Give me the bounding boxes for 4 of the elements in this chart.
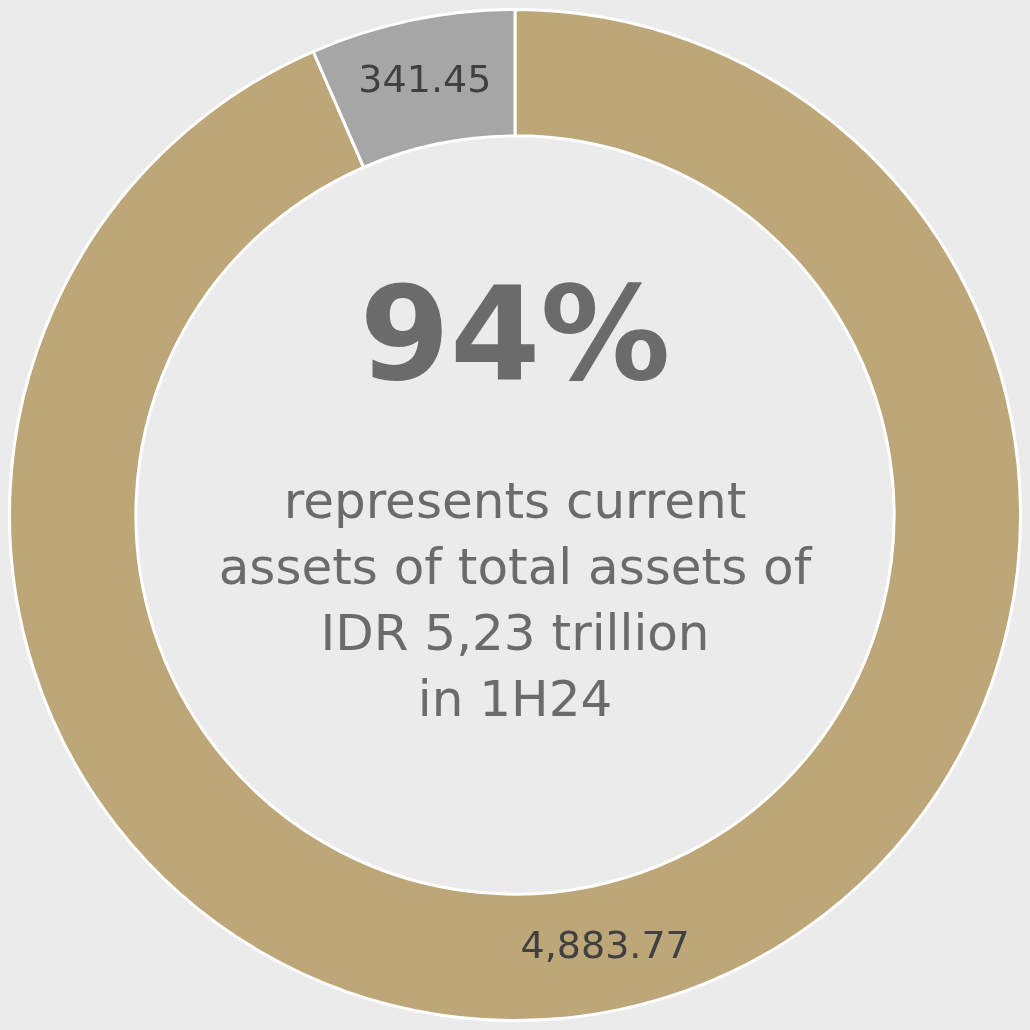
data-label: 341.45 [358, 56, 492, 101]
data-label: 4,883.77 [520, 922, 690, 967]
text: represents current assets of total assets of IDR 5,23 trillion in 1H24 [218, 471, 813, 728]
text: 94% [359, 257, 671, 410]
